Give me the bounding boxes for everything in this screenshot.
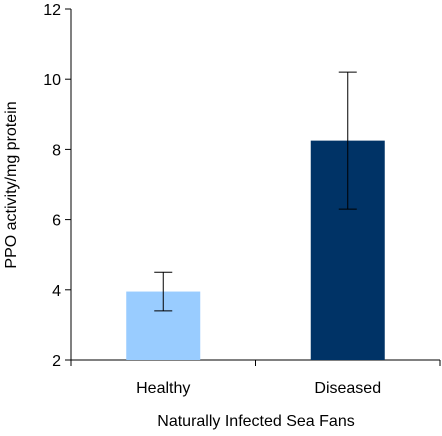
plot-area: 2 4 6 8 10 12 Healthy Diseased <box>43 2 441 397</box>
y-tick-label-12: 12 <box>43 2 61 19</box>
x-category-label-diseased: Diseased <box>314 380 381 397</box>
y-axis-title: PPO activity/mg protein <box>3 101 20 268</box>
y-tick-label-8: 8 <box>52 142 61 159</box>
x-category-label-healthy: Healthy <box>136 380 190 397</box>
y-tick-label-2: 2 <box>52 353 61 370</box>
y-tick-label-6: 6 <box>52 213 61 230</box>
y-tick-label-4: 4 <box>52 283 61 300</box>
x-axis-title: Naturally Infected Sea Fans <box>157 413 354 430</box>
y-tick-label-10: 10 <box>43 72 61 89</box>
